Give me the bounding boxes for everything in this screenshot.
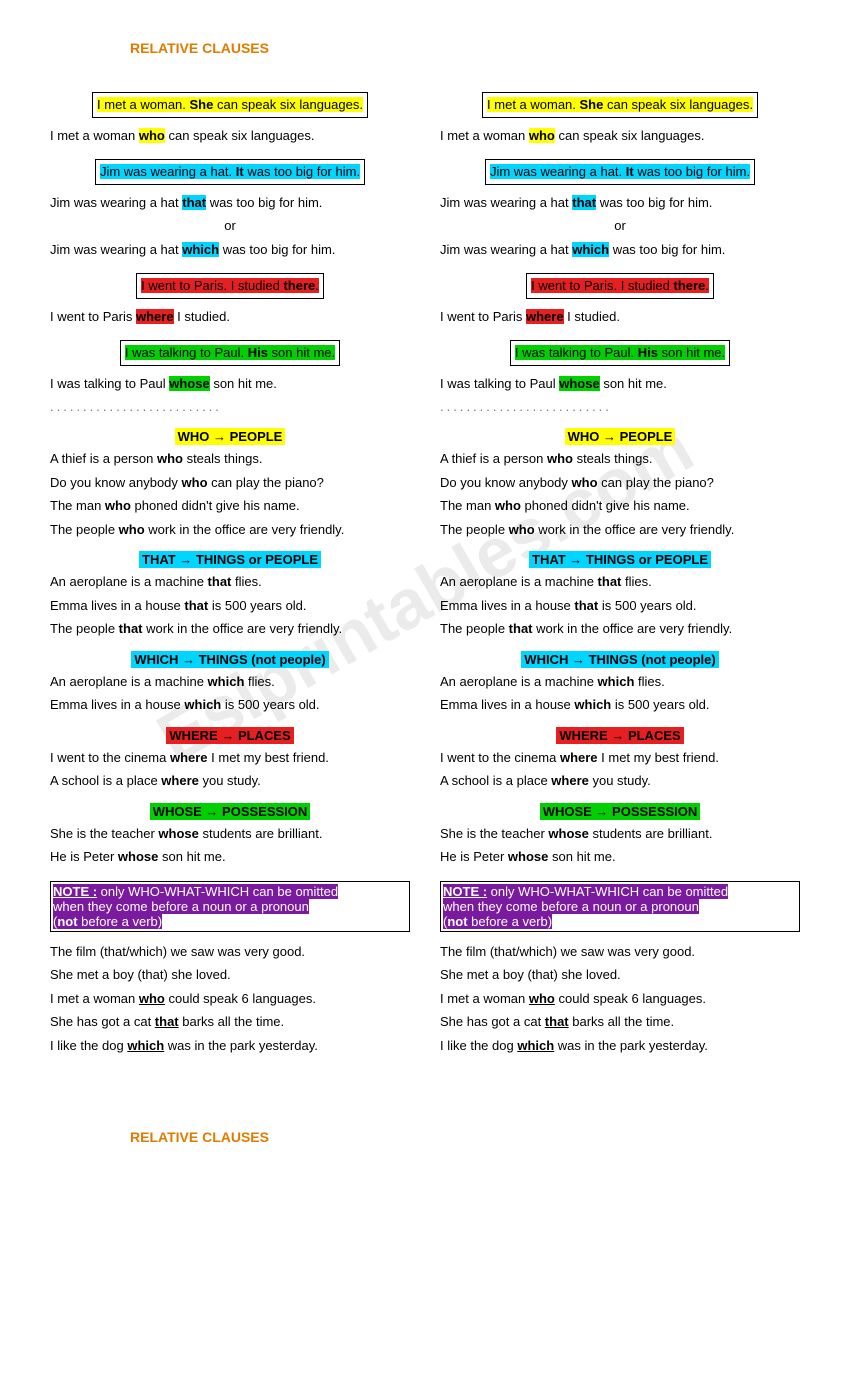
final-l5: I like the dog which was in the park yes… [50, 1036, 410, 1056]
ex4-box-r: I was talking to Paul. His son hit me. [440, 336, 800, 370]
ex1-box: I met a woman. She can speak six languag… [50, 88, 410, 122]
where-head-r: WHERE → PLACES [440, 719, 800, 744]
final-l4: She has got a cat that barks all the tim… [50, 1012, 410, 1032]
who-l2: Do you know anybody who can play the pia… [50, 473, 410, 493]
ex2-or: or [50, 216, 410, 236]
that-l1-r: An aeroplane is a machine that flies. [440, 572, 800, 592]
ex2-line2: Jim was wearing a hat which was too big … [50, 240, 410, 260]
where-l2-r: A school is a place where you study. [440, 771, 800, 791]
ex2-box: Jim was wearing a hat. It was too big fo… [50, 155, 410, 189]
final-l3-r: I met a woman who could speak 6 language… [440, 989, 800, 1009]
where-l1: I went to the cinema where I met my best… [50, 748, 410, 768]
that-l3: The people that work in the office are v… [50, 619, 410, 639]
where-l2: A school is a place where you study. [50, 771, 410, 791]
that-l2-r: Emma lives in a house that is 500 years … [440, 596, 800, 616]
column-right: I met a woman. She can speak six languag… [440, 84, 800, 1059]
who-l3-r: The man who phoned didn't give his name. [440, 496, 800, 516]
ex1-line-r: I met a woman who can speak six language… [440, 126, 800, 146]
final-l1: The film (that/which) we saw was very go… [50, 942, 410, 962]
final-l4-r: She has got a cat that barks all the tim… [440, 1012, 800, 1032]
whose-head: WHOSE → POSSESSION [50, 795, 410, 820]
ex2-or-r: or [440, 216, 800, 236]
whose-l1: She is the teacher whose students are br… [50, 824, 410, 844]
whose-l1-r: She is the teacher whose students are br… [440, 824, 800, 844]
who-l1: A thief is a person who steals things. [50, 449, 410, 469]
that-head-r: THAT → THINGS or PEOPLE [440, 543, 800, 568]
ex1-box-r: I met a woman. She can speak six languag… [440, 88, 800, 122]
which-l2: Emma lives in a house which is 500 years… [50, 695, 410, 715]
that-head: THAT → THINGS or PEOPLE [50, 543, 410, 568]
which-l2-r: Emma lives in a house which is 500 years… [440, 695, 800, 715]
ex2-line1: Jim was wearing a hat that was too big f… [50, 193, 410, 213]
whose-l2-r: He is Peter whose son hit me. [440, 847, 800, 867]
ex3-line-r: I went to Paris where I studied. [440, 307, 800, 327]
that-l2: Emma lives in a house that is 500 years … [50, 596, 410, 616]
ex4-line-r: I was talking to Paul whose son hit me. [440, 374, 800, 394]
ex2-box-r: Jim was wearing a hat. It was too big fo… [440, 155, 800, 189]
where-l1-r: I went to the cinema where I met my best… [440, 748, 800, 768]
whose-head-r: WHOSE → POSSESSION [440, 795, 800, 820]
which-l1-r: An aeroplane is a machine which flies. [440, 672, 800, 692]
who-l4: The people who work in the office are ve… [50, 520, 410, 540]
where-head: WHERE → PLACES [50, 719, 410, 744]
who-head: WHO → PEOPLE [50, 420, 410, 445]
who-l3: The man who phoned didn't give his name. [50, 496, 410, 516]
final-l1-r: The film (that/which) we saw was very go… [440, 942, 800, 962]
note-box: NOTE : only WHO-WHAT-WHICH can be omitte… [50, 881, 410, 932]
final-l3: I met a woman who could speak 6 language… [50, 989, 410, 1009]
ex4-line: I was talking to Paul whose son hit me. [50, 374, 410, 394]
ex1-line: I met a woman who can speak six language… [50, 126, 410, 146]
whose-l2: He is Peter whose son hit me. [50, 847, 410, 867]
which-head: WHICH → THINGS (not people) [50, 643, 410, 668]
note-box-r: NOTE : only WHO-WHAT-WHICH can be omitte… [440, 881, 800, 932]
final-l5-r: I like the dog which was in the park yes… [440, 1036, 800, 1056]
who-head-r: WHO → PEOPLE [440, 420, 800, 445]
footer-title: RELATIVE CLAUSES [130, 1129, 800, 1145]
which-head-r: WHICH → THINGS (not people) [440, 643, 800, 668]
divider-dots: .......................... [50, 399, 410, 414]
ex2-line1-r: Jim was wearing a hat that was too big f… [440, 193, 800, 213]
ex3-box-r: I went to Paris. I studied there. [440, 269, 800, 303]
that-l3-r: The people that work in the office are v… [440, 619, 800, 639]
who-l2-r: Do you know anybody who can play the pia… [440, 473, 800, 493]
final-l2: She met a boy (that) she loved. [50, 965, 410, 985]
ex2-line2-r: Jim was wearing a hat which was too big … [440, 240, 800, 260]
who-l1-r: A thief is a person who steals things. [440, 449, 800, 469]
ex3-box: I went to Paris. I studied there. [50, 269, 410, 303]
column-left: I met a woman. She can speak six languag… [50, 84, 410, 1059]
page-title: RELATIVE CLAUSES [130, 40, 800, 56]
ex3-line: I went to Paris where I studied. [50, 307, 410, 327]
columns: I met a woman. She can speak six languag… [50, 84, 800, 1059]
divider-dots-r: .......................... [440, 399, 800, 414]
ex4-box: I was talking to Paul. His son hit me. [50, 336, 410, 370]
that-l1: An aeroplane is a machine that flies. [50, 572, 410, 592]
which-l1: An aeroplane is a machine which flies. [50, 672, 410, 692]
who-l4-r: The people who work in the office are ve… [440, 520, 800, 540]
final-l2-r: She met a boy (that) she loved. [440, 965, 800, 985]
